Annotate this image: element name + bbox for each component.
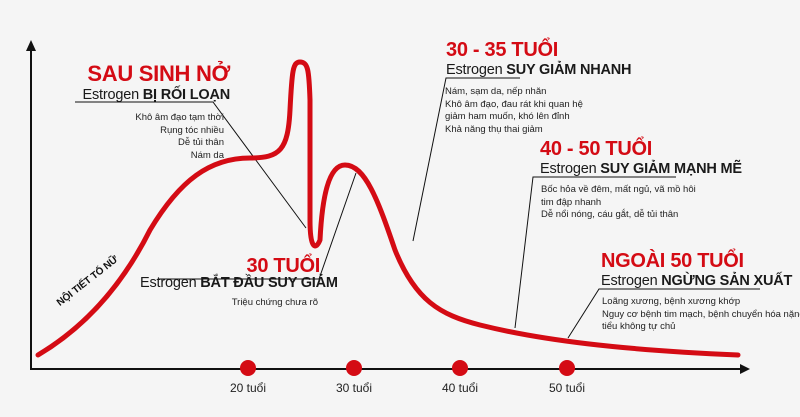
stage-30: 30 TUỔI Estrogen BẮT ĐẦU SUY GIẢM (140, 255, 338, 292)
subtitle-prefix: Estrogen (540, 161, 597, 177)
stage-title: 30 TUỔI (246, 255, 321, 277)
leader-line-30 (158, 172, 357, 280)
stage-subtitle: Estrogen BẮT ĐẦU SUY GIẢM (140, 274, 338, 292)
stage-30-symptoms: Triệu chứng chưa rõ (200, 297, 318, 310)
estrogen-curve (35, 59, 741, 358)
stage-over-50: NGOÀI 50 TUỔI Estrogen NGỪNG SẢN XUẤT (601, 250, 792, 290)
tick-dot-40 (452, 360, 468, 376)
axes (26, 40, 750, 374)
symptom: Loãng xương, bệnh xương khớp (602, 296, 741, 307)
symptom: Nguy cơ bệnh tim mạch, bệnh chuyển hóa n… (602, 308, 800, 320)
symptom: Rụng tóc nhiều (160, 124, 224, 136)
subtitle-status: BỊ RỐI LOẠN (142, 87, 230, 103)
stage-postpartum-symptoms: Khô âm đạo tạm thời Rụng tóc nhiều Dễ tủ… (90, 112, 224, 162)
x-tick-label-50: 50 tuổi (548, 381, 586, 395)
symptom: tiểu không tự chủ (602, 321, 676, 332)
stage-title: SAU SINH NỞ (87, 61, 230, 86)
stage-40-50: 40 - 50 TUỔI Estrogen SUY GIẢM MẠNH MẼ (540, 138, 742, 178)
stage-subtitle: Estrogen NGỪNG SẢN XUẤT (601, 272, 792, 290)
x-tick-label-40: 40 tuổi (441, 381, 479, 395)
x-tick-label-30: 30 tuổi (335, 381, 373, 395)
symptom: Bốc hỏa về đêm, mất ngủ, vã mồ hôi (541, 184, 696, 195)
symptom: Nám da (190, 149, 224, 161)
stage-postpartum: SAU SINH NỞ Estrogen BỊ RỐI LOẠN (70, 61, 231, 105)
symptom: Khả năng thụ thai giảm (445, 123, 543, 135)
stage-title: NGOÀI 50 TUỔI (601, 250, 744, 272)
stage-over-50-symptoms: Loãng xương, bệnh xương khớp Nguy cơ bện… (602, 296, 800, 334)
symptom: Triệu chứng chưa rõ (231, 297, 318, 308)
stage-subtitle: Estrogen SUY GIẢM NHANH (446, 61, 632, 79)
stage-30-35: 30 - 35 TUỔI Estrogen SUY GIẢM NHANH (446, 39, 632, 79)
symptom: giảm ham muốn, khó lên đỉnh (445, 111, 570, 122)
leader-line-40-50 (514, 176, 676, 329)
subtitle-status: NGỪNG SẢN XUẤT (661, 273, 793, 289)
symptom: Dễ nổi nóng, cáu gắt, dễ tủi thân (541, 209, 679, 220)
x-tick-markers (240, 360, 575, 376)
leader-line-30-35 (412, 77, 520, 242)
symptom: tim đập nhanh (541, 196, 602, 208)
subtitle-status: BẮT ĐẦU SUY GIẢM (200, 275, 338, 291)
subtitle-prefix: Estrogen (601, 273, 658, 289)
tick-dot-30 (346, 360, 362, 376)
stage-subtitle: Estrogen BỊ RỐI LOẠN (70, 86, 231, 105)
tick-dot-20 (240, 360, 256, 376)
subtitle-status: SUY GIẢM MẠNH MẼ (600, 161, 742, 177)
tick-dot-50 (559, 360, 575, 376)
stage-title: 40 - 50 TUỔI (540, 138, 652, 160)
x-axis-arrow-icon (740, 364, 750, 374)
subtitle-prefix: Estrogen (140, 275, 197, 291)
subtitle-prefix: Estrogen (446, 62, 503, 78)
leader-line-postpartum (75, 101, 307, 229)
y-axis-arrow-icon (26, 40, 36, 51)
subtitle-prefix: Estrogen (82, 87, 140, 103)
stage-40-50-symptoms: Bốc hỏa về đêm, mất ngủ, vã mồ hôi tim đ… (541, 184, 696, 222)
stage-title: 30 - 35 TUỔI (446, 39, 558, 61)
subtitle-status: SUY GIẢM NHANH (506, 62, 632, 78)
leader-lines (75, 77, 760, 339)
symptom: Khô âm đạo, đau rát khi quan hệ (445, 98, 583, 110)
x-tick-label-20: 20 tuổi (229, 381, 267, 395)
symptom: Dễ tủi thân (178, 137, 224, 148)
symptom: Khô âm đạo tạm thời (135, 112, 224, 123)
stage-30-35-symptoms: Nám, sạm da, nếp nhăn Khô âm đạo, đau rá… (445, 86, 583, 136)
symptom: Nám, sạm da, nếp nhăn (445, 86, 547, 97)
stage-subtitle: Estrogen SUY GIẢM MẠNH MẼ (540, 160, 742, 178)
leader-line-over-50 (567, 288, 760, 339)
